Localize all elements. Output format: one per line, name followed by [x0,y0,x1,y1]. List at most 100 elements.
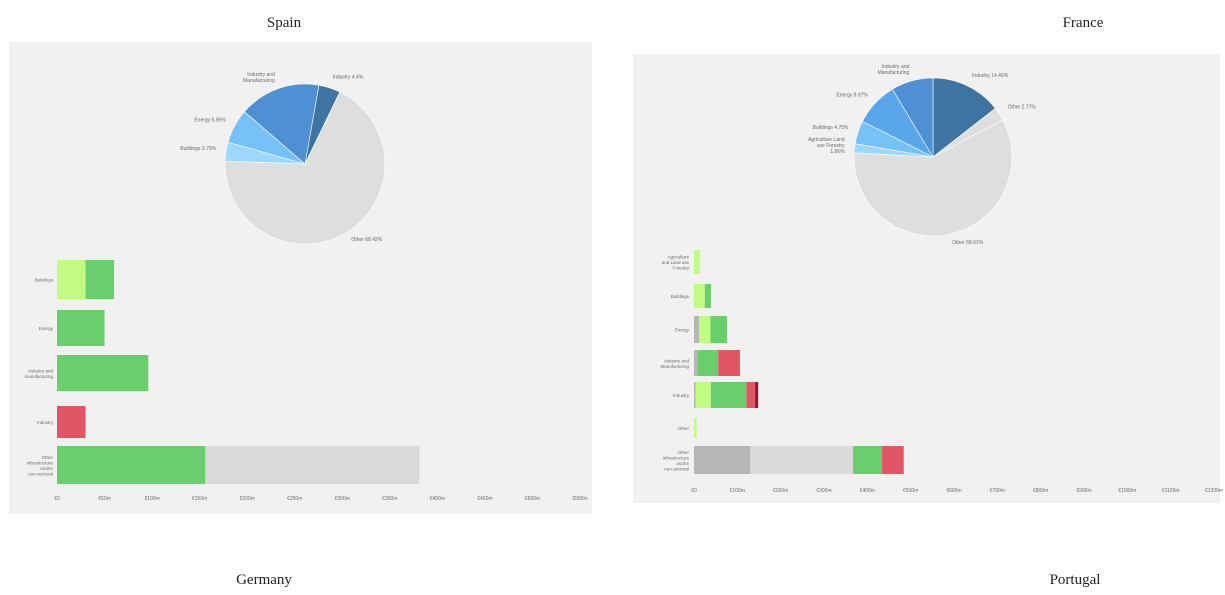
france-x-tick-label: €100m [730,488,745,494]
france-x-tick-label: €1000m [1118,488,1136,494]
france-bar-segment [695,382,711,408]
france-category-label: Agriculture [667,255,689,260]
spain-bar-segment [57,355,149,391]
spain-category-label: non-sectoral [28,471,53,476]
spain-x-tick-label: €400m [430,496,445,502]
france-bar-segment [694,350,698,376]
spain-bar-segment [205,446,420,484]
france-pie-label-3: 1.86% [830,149,845,155]
france-x-tick-label: €1200m [1205,488,1223,494]
spain-chart-panel: Industry 4.4% Other 68.42% Buildings 3.79%… [9,42,592,514]
france-pie-label-0: Industry 14.46% [972,73,1009,79]
france-x-tick-label: €700m [990,488,1005,494]
france-bar-segment [882,446,904,474]
france-pie-label-6: Industry and [882,64,910,70]
spain-pie-label-3: Energy 6.95% [194,117,226,123]
spain-x-tick-label: €300m [335,496,350,502]
france-chart-panel: Industry 14.46% Other 2.77% Other 58.61% Ag… [633,54,1223,503]
spain-bar-segment [57,260,86,299]
spain-pie-label-4: Industry and [247,72,275,78]
chart-title-france: France [1062,15,1104,31]
spain-category-label: Other [42,455,54,460]
spain-category-label: manufacturing [24,374,53,379]
france-bar-segment [694,250,701,274]
france-category-label: non-sectoral [664,466,689,471]
chart-title-spain: Spain [266,15,302,31]
france-category-label: infrastructure [663,455,690,460]
chart-title-germany: Germany [236,572,292,588]
france-bar-segment [694,418,697,438]
france-bar-segment [699,316,711,343]
france-bar-segment [710,382,747,408]
chart-title-portugal: Portugal [1049,572,1101,588]
spain-pie-label-0: Industry 4.4% [333,74,364,80]
spain-pie-slice-4 [244,83,320,165]
france-bar-segment [755,382,759,408]
france-x-tick-label: €400m [860,488,875,494]
france-bar-segment [694,446,751,474]
spain-bar-segment [57,310,105,346]
spain-category-label: Industry and [28,368,53,373]
france-bar-segment [853,446,883,474]
spain-bar-segment [57,406,86,438]
france-chart-svg: Industry 14.46% Other 2.77% Other 58.61% Ag… [660,64,1223,494]
france-pie-label-2: Other 58.61% [952,240,983,246]
france-category-label: Buildings [671,294,690,299]
france-bar-segment [750,446,854,474]
france-category-label: and Land use [662,260,690,265]
spain-category-label: Industry [37,420,54,425]
france-pie-slice-0 [932,77,996,158]
france-pie-label-1: Other 2.77% [1008,105,1037,111]
france-category-label: Industry and [664,358,689,363]
france-x-tick-label: €800m [1033,488,1048,494]
france-pie-label-5: Energy 8.97% [836,92,868,98]
spain-pie-slice-1 [224,91,386,245]
spain-pie-label-2: Buildings 3.79% [180,146,216,152]
france-bar-segment [718,350,740,376]
spain-category-label: Buildings [35,278,54,283]
france-pie-slice-2 [853,119,1013,237]
france-x-tick-label: €0 [691,488,697,494]
spain-x-tick-label: €150m [192,496,207,502]
france-category-label: Energy [675,328,690,333]
france-x-tick-label: €200m [773,488,788,494]
france-bar-segment [694,284,705,308]
france-pie-label-3: Agriculture Land [808,137,845,143]
spain-x-tick-label: €500m [525,496,540,502]
spain-x-tick-label: €550m [572,496,587,502]
spain-x-tick-label: €350m [382,496,397,502]
spain-x-tick-label: €0 [54,496,60,502]
france-bar-segment [704,284,711,308]
france-x-tick-label: €500m [903,488,918,494]
france-category-label: Manufacturing [660,364,689,369]
france-x-tick-label: €300m [816,488,831,494]
france-x-tick-label: €900m [1076,488,1091,494]
france-x-tick-label: €1100m [1162,488,1180,494]
spain-x-tick-label: €100m [144,496,159,502]
france-category-label: Forestry [672,266,689,271]
france-bar-segment [694,382,696,408]
france-category-label: Industry [673,393,690,398]
france-pie-label-4: Buildings 4.75% [813,125,849,131]
spain-x-tick-label: €450m [477,496,492,502]
france-pie-slice-6 [892,77,934,159]
spain-x-tick-label: €250m [287,496,302,502]
spain-pie-label-4: Manufacturing [243,78,275,84]
spain-x-tick-label: €50m [98,496,111,502]
spain-bar-segment [85,260,115,299]
spain-chart-svg: Industry 4.4% Other 68.42% Buildings 3.79%… [24,72,587,502]
spain-category-label: Energy [39,326,54,331]
france-bar-segment [697,350,719,376]
spain-pie-label-1: Other 68.42% [351,237,382,243]
spain-x-tick-label: €200m [240,496,255,502]
france-x-tick-label: €600m [946,488,961,494]
spain-bar-segment [57,446,206,484]
france-bar-segment [746,382,756,408]
france-bar-segment [710,316,727,343]
spain-category-label: and/or [40,466,53,471]
spain-category-label: infrastructure [27,460,54,465]
france-category-label: and/or [676,461,689,466]
france-category-label: Other [678,426,690,431]
france-bar-segment [694,316,700,343]
france-pie-label-6: Manufacturing [878,70,910,76]
